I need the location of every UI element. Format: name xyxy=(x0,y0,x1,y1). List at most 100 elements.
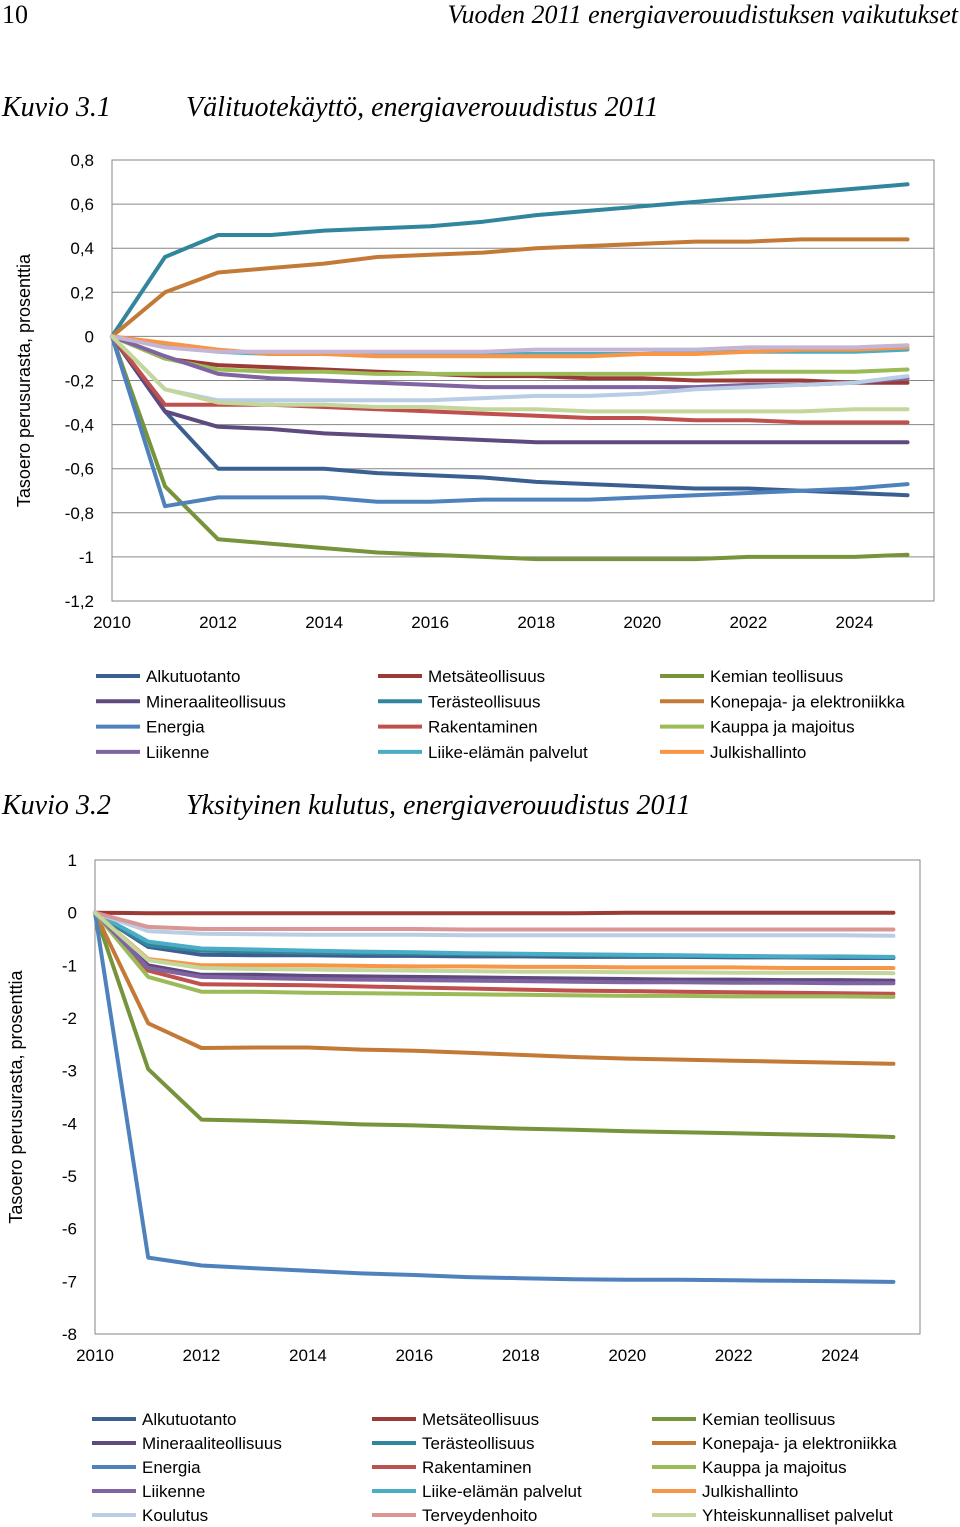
legend-label: Mineraaliteollisuus xyxy=(146,692,286,711)
legend-label: Mineraaliteollisuus xyxy=(142,1434,282,1453)
y-tick-label: -2 xyxy=(62,1009,77,1028)
series-line-11 xyxy=(93,910,896,970)
legend-label: Alkutuotanto xyxy=(146,667,241,686)
legend-label: Liikenne xyxy=(142,1482,205,1501)
legend-label: Terästeollisuus xyxy=(428,692,540,711)
series-line-14 xyxy=(110,334,910,414)
series-line-8 xyxy=(110,334,910,376)
x-tick-label: 2024 xyxy=(821,1346,859,1365)
x-tick-label: 2022 xyxy=(729,613,767,632)
y-tick-label: -8 xyxy=(62,1325,77,1344)
legend-label: Julkishallinto xyxy=(710,743,806,762)
x-tick-label: 2016 xyxy=(395,1346,433,1365)
chart-valituotekaytto: -1,2 -1 -0,8 -0,6 -0,4 -0,2 0 0,2 0,4 0,6 0,8 2010 2… xyxy=(14,151,935,762)
figure-1-number: Kuvio 3.1 xyxy=(2,92,111,123)
legend-label: Liike-elämän palvelut xyxy=(422,1482,582,1501)
figure-1-caption: Kuvio 3.1 Välituotekäyttö, energiaverouu… xyxy=(0,92,960,126)
x-tick-label: 2016 xyxy=(411,613,449,632)
y-tick-label: 0,4 xyxy=(70,239,94,258)
series-line-8 xyxy=(93,910,896,999)
legend-label: Liikenne xyxy=(146,743,209,762)
series-line-5 xyxy=(93,910,896,1066)
series-line-5 xyxy=(110,237,910,339)
y-tick-label: -7 xyxy=(62,1272,77,1291)
y-tick-label: -1,2 xyxy=(65,592,94,611)
legend-label: Kauppa ja majoitus xyxy=(702,1458,847,1477)
series-line-6 xyxy=(110,334,910,509)
series-line-7 xyxy=(93,910,896,996)
legend-label: Metsäteollisuus xyxy=(428,667,545,686)
x-tick-label: 2018 xyxy=(502,1346,540,1365)
page-number: 10 xyxy=(2,0,28,29)
legend-label: Koulutus xyxy=(142,1506,208,1525)
running-title: Vuoden 2011 energiaverouudistuksen vaiku… xyxy=(447,0,958,29)
series-line-3 xyxy=(110,334,910,445)
legend-label: Liike-elämän palvelut xyxy=(428,743,588,762)
series-line-13 xyxy=(93,910,896,932)
y-tick-label: -5 xyxy=(62,1167,77,1186)
x-tick-label: 2024 xyxy=(836,613,874,632)
x-tick-label: 2010 xyxy=(76,1346,114,1365)
y-tick-label: -1 xyxy=(79,548,94,567)
y-tick-label: 0 xyxy=(68,904,77,923)
chart-yksityinen-kulutus: -8 -7 -6 -5 -4 -3 -2 -1 0 1 2010 2012 2014 2016 2018 20… xyxy=(6,851,921,1525)
legend-label: Kemian teollisuus xyxy=(702,1410,835,1429)
series-line-12 xyxy=(110,334,910,354)
legend-label: Konepaja- ja elektroniikka xyxy=(702,1434,897,1453)
page-header: 10 Vuoden 2011 energiaverouudistuksen va… xyxy=(0,0,960,34)
figure-1-title: Välituotekäyttö, energiaverouudistus 201… xyxy=(186,92,659,123)
y-tick-label: 1 xyxy=(68,851,77,870)
series-line-1 xyxy=(110,334,910,385)
legend-label: Alkutuotanto xyxy=(142,1410,237,1429)
series-line-9 xyxy=(93,910,896,986)
series-line-12 xyxy=(93,910,896,938)
y-tick-label: -1 xyxy=(62,956,77,975)
y-tick-label: -6 xyxy=(62,1220,77,1239)
series-line-13 xyxy=(110,334,910,403)
series-line-0 xyxy=(110,334,910,498)
legend-label: Kauppa ja majoitus xyxy=(710,718,855,737)
legend-label: Julkishallinto xyxy=(702,1482,798,1501)
series-line-2 xyxy=(110,334,910,562)
x-tick-label: 2020 xyxy=(608,1346,646,1365)
series-line-3 xyxy=(93,910,896,983)
y-axis-label: Tasoero perusurasta, prosenttia xyxy=(14,253,34,507)
figure-2-number: Kuvio 3.2 xyxy=(2,790,111,821)
series-line-14 xyxy=(93,910,896,976)
y-tick-label: -0,2 xyxy=(65,372,94,391)
x-tick-label: 2020 xyxy=(623,613,661,632)
legend-label: Rakentaminen xyxy=(422,1458,532,1477)
figure-2-title: Yksityinen kulutus, energiaverouudistus … xyxy=(186,790,691,821)
x-tick-label: 2018 xyxy=(517,613,555,632)
x-tick-label: 2014 xyxy=(305,613,343,632)
legend-label: Energia xyxy=(146,718,205,737)
legend-label: Energia xyxy=(142,1458,201,1477)
series-line-2 xyxy=(93,910,896,1139)
legend-label: Metsäteollisuus xyxy=(422,1410,539,1429)
x-tick-label: 2014 xyxy=(289,1346,327,1365)
y-axis-label: Tasoero perusurasta, prosenttia xyxy=(6,969,26,1223)
figure-2-caption: Kuvio 3.2 Yksityinen kulutus, energiaver… xyxy=(0,790,960,824)
y-tick-label: -3 xyxy=(62,1062,77,1081)
legend-label: Konepaja- ja elektroniikka xyxy=(710,692,905,711)
series-line-4 xyxy=(110,182,910,339)
series-line-1 xyxy=(93,910,896,916)
legend-label: Terästeollisuus xyxy=(422,1434,534,1453)
legend-label: Terveydenhoito xyxy=(422,1506,537,1525)
legend-label: Kemian teollisuus xyxy=(710,667,843,686)
series-line-10 xyxy=(93,910,896,959)
y-tick-label: -0,8 xyxy=(65,504,94,523)
legend-label: Yhteiskunnalliset palvelut xyxy=(702,1506,893,1525)
legend-label: Rakentaminen xyxy=(428,718,538,737)
y-tick-label: 0,6 xyxy=(70,195,94,214)
y-tick-label: 0 xyxy=(85,327,94,346)
x-tick-label: 2022 xyxy=(715,1346,753,1365)
x-tick-label: 2012 xyxy=(183,1346,221,1365)
y-tick-label: -0,6 xyxy=(65,460,94,479)
y-tick-label: -4 xyxy=(62,1114,77,1133)
plot-area xyxy=(94,859,921,1335)
y-tick-label: 0,2 xyxy=(70,283,94,302)
series-line-6 xyxy=(93,910,896,1284)
x-tick-label: 2012 xyxy=(199,613,237,632)
x-tick-label: 2010 xyxy=(93,613,131,632)
